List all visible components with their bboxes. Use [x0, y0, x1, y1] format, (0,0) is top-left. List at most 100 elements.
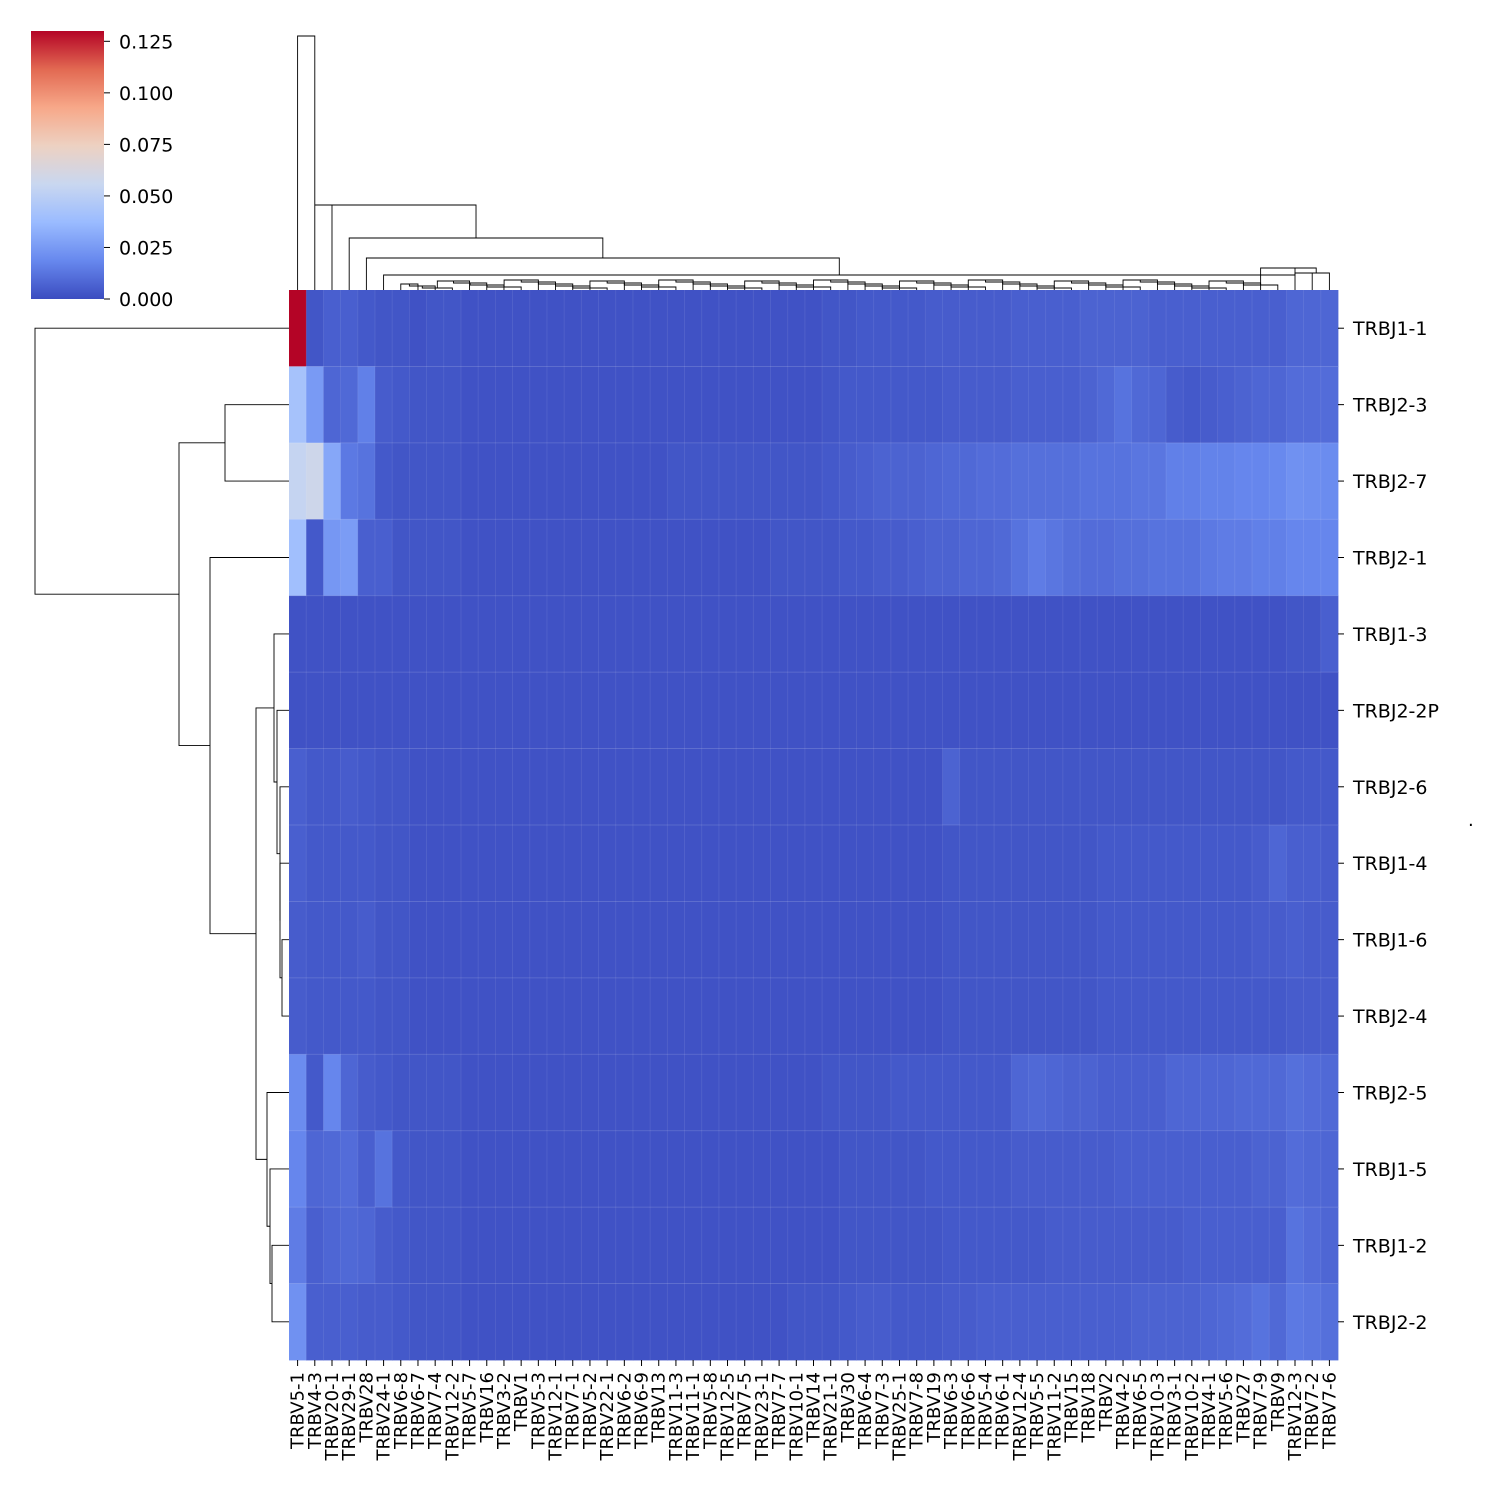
- heatmap-cell: [374, 748, 393, 826]
- column-label: TRBV13: [649, 1372, 670, 1444]
- colorbar-tick-label: 0.125: [119, 31, 173, 53]
- heatmap-cell: [976, 672, 995, 749]
- heatmap-cell: [632, 595, 651, 673]
- heatmap-cell: [925, 1207, 943, 1284]
- heatmap-cell: [1011, 519, 1029, 597]
- heatmap-cell: [392, 519, 410, 597]
- dendrogram-link: [331, 204, 477, 290]
- heatmap-cell: [409, 442, 427, 520]
- heatmap-cell: [701, 519, 720, 597]
- heatmap-cell: [1303, 901, 1322, 979]
- heatmap-cell: [1148, 672, 1167, 749]
- heatmap-cell: [632, 1207, 651, 1284]
- heatmap-cell: [409, 825, 427, 902]
- heatmap-cell: [1183, 901, 1201, 979]
- heatmap-cell: [1114, 1283, 1133, 1361]
- column-label: TRBV1: [511, 1372, 532, 1432]
- heatmap-cell: [1148, 366, 1167, 444]
- heatmap-cell: [753, 442, 771, 520]
- heatmap-cell: [1114, 748, 1133, 826]
- heatmap-cell: [890, 1054, 909, 1132]
- heatmap-cell: [564, 442, 582, 520]
- heatmap-cell: [736, 1283, 754, 1361]
- heatmap-cell: [804, 290, 823, 367]
- heatmap-cell: [1303, 519, 1322, 597]
- heatmap-cell: [1080, 290, 1098, 367]
- heatmap-cell: [289, 825, 307, 902]
- dendrogram-link: [279, 786, 289, 921]
- heatmap-cell: [598, 519, 617, 597]
- heatmap-cell: [392, 672, 410, 749]
- heatmap-cell: [925, 366, 943, 444]
- heatmap-cell: [323, 1130, 341, 1208]
- heatmap-cell: [718, 1207, 737, 1284]
- dendrogram-link: [279, 862, 289, 979]
- heatmap-cell: [460, 519, 479, 597]
- heatmap-cell: [770, 366, 789, 444]
- heatmap-cell: [908, 519, 926, 597]
- heatmap-cell: [374, 901, 393, 979]
- heatmap-cell: [856, 1283, 875, 1361]
- heatmap-cell: [839, 290, 857, 367]
- heatmap-cell: [873, 825, 892, 902]
- heatmap-cell: [718, 748, 737, 826]
- heatmap-cell: [1200, 1054, 1219, 1132]
- heatmap-cell: [1045, 977, 1064, 1055]
- row-label: TRBJ1-2: [1352, 1235, 1427, 1257]
- heatmap-cell: [994, 1054, 1012, 1132]
- heatmap-cell: [598, 1130, 617, 1208]
- column-label: TRBV7-6: [1319, 1372, 1340, 1450]
- heatmap-cell: [443, 1130, 462, 1208]
- row-label: TRBJ1-3: [1352, 624, 1427, 646]
- heatmap-cell: [976, 1130, 995, 1208]
- heatmap-cell: [976, 825, 995, 902]
- heatmap-cell: [908, 901, 926, 979]
- heatmap-cell: [1011, 290, 1029, 367]
- heatmap-cell: [822, 1207, 840, 1284]
- heatmap-cell: [718, 1283, 737, 1361]
- dendrogram-link: [297, 35, 316, 290]
- heatmap-cell: [1234, 1207, 1253, 1284]
- heatmap-cell: [1166, 1207, 1184, 1284]
- heatmap-cell: [392, 901, 410, 979]
- heatmap-cell: [1320, 1207, 1339, 1284]
- heatmap-cell: [1028, 672, 1047, 749]
- heatmap-cell: [770, 1054, 789, 1132]
- heatmap-cell: [426, 1054, 445, 1132]
- heatmap-cell: [1183, 519, 1201, 597]
- heatmap-cell: [478, 1207, 496, 1284]
- heatmap-cell: [650, 672, 668, 749]
- heatmap-cell: [512, 977, 531, 1055]
- heatmap-cell: [323, 290, 341, 367]
- heatmap-cell: [1114, 1207, 1133, 1284]
- heatmap-cell: [908, 1283, 926, 1361]
- heatmap-cell: [684, 825, 703, 902]
- heatmap-cell: [443, 672, 462, 749]
- heatmap-cell: [1269, 901, 1287, 979]
- column-label: TRBV5-6: [1216, 1372, 1237, 1450]
- heatmap-cell: [340, 595, 359, 673]
- column-label: TRBV5-3: [528, 1372, 549, 1450]
- heatmap-cell: [409, 672, 427, 749]
- heatmap-cell: [994, 672, 1012, 749]
- heatmap-cell: [650, 519, 668, 597]
- heatmap-cell: [1131, 595, 1150, 673]
- heatmap-cell: [770, 595, 789, 673]
- column-label: TRBV4-1: [1199, 1372, 1220, 1450]
- heatmap-cell: [478, 672, 496, 749]
- heatmap-cell: [392, 1207, 410, 1284]
- heatmap-cell: [959, 748, 978, 826]
- heatmap-cell: [908, 1054, 926, 1132]
- heatmap-cell: [409, 290, 427, 367]
- heatmap-cell: [529, 1207, 548, 1284]
- heatmap-cell: [1114, 977, 1133, 1055]
- heatmap-cell: [1045, 672, 1064, 749]
- heatmap-cell: [718, 901, 737, 979]
- heatmap-cell: [1252, 1283, 1270, 1361]
- heatmap-cell: [718, 825, 737, 902]
- heatmap-cell: [650, 1054, 668, 1132]
- heatmap-cell: [1269, 1130, 1287, 1208]
- heatmap-cell: [409, 519, 427, 597]
- heatmap-cell: [1217, 595, 1236, 673]
- heatmap-cell: [512, 290, 531, 367]
